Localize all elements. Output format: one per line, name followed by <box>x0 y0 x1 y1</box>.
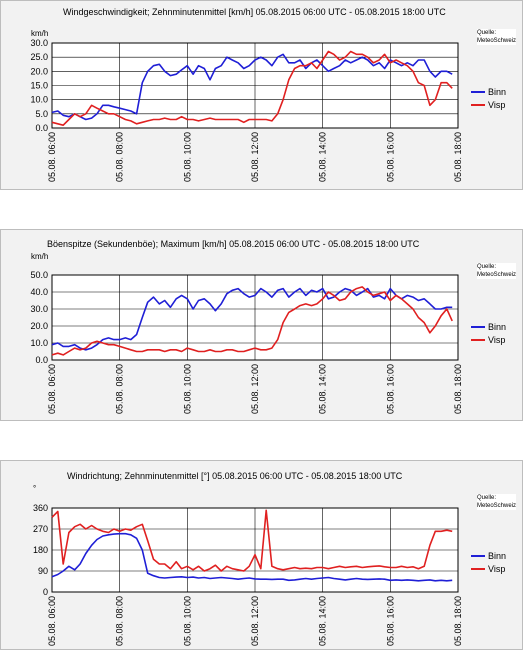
wind-direction-chart: 360 270 180 90 005.08. 06:00 05.08. 08:00 05.0… <box>33 503 463 646</box>
chart-panel-wind-direction: Windrichtung; Zehnminutenmittel [°] 05.0… <box>0 460 523 650</box>
source-box: Quelle: MeteoSchweiz <box>477 263 517 279</box>
x-tick-label: 05.08. 18:00 <box>453 132 463 182</box>
x-tick-label: 05.08. 06:00 <box>47 596 57 646</box>
x-tick-label: 05.08. 14:00 <box>318 364 328 414</box>
y-tick-label: 20.0 <box>30 321 48 331</box>
chart-title: Windrichtung; Zehnminutenmittel [°] 05.0… <box>67 471 403 481</box>
chart-panel-gust: Böenspitze (Sekundenböe); Maximum [km/h]… <box>0 229 523 421</box>
y-tick-label: 20.0 <box>30 66 48 76</box>
y-tick-label: 360 <box>33 503 48 513</box>
legend-swatch-visp <box>471 567 485 570</box>
y-tick-label: 5.0 <box>35 109 48 119</box>
series-line-visp <box>51 286 453 356</box>
y-axis-unit: km/h <box>31 252 49 261</box>
y-tick-label: 10.0 <box>30 95 48 105</box>
legend-swatch-binn <box>471 554 485 557</box>
x-tick-label: 05.08. 16:00 <box>385 364 395 414</box>
legend-swatch-binn <box>471 325 485 328</box>
series-line-binn <box>51 53 453 121</box>
source-box: Quelle: MeteoSchweiz <box>477 494 517 510</box>
legend-label-binn: Binn <box>488 86 507 97</box>
x-tick-label: 05.08. 18:00 <box>453 596 463 646</box>
gust-chart: 50.0 40.0 30.0 20.0 10.0 0.005.08. 06:00 05.08… <box>30 270 463 414</box>
x-tick-label: 05.08. 16:00 <box>385 132 395 182</box>
legend-item-binn: Binn <box>471 85 506 98</box>
legend-label-visp: Visp <box>488 563 506 574</box>
x-tick-label: 05.08. 18:00 <box>453 364 463 414</box>
x-tick-label: 05.08. 10:00 <box>182 596 192 646</box>
legend-swatch-visp <box>471 103 485 106</box>
x-tick-label: 05.08. 12:00 <box>250 132 260 182</box>
y-tick-label: 0.0 <box>35 355 48 365</box>
x-tick-label: 05.08. 10:00 <box>182 364 192 414</box>
x-tick-label: 05.08. 12:00 <box>250 364 260 414</box>
series-line-binn <box>51 532 453 582</box>
x-tick-label: 05.08. 08:00 <box>115 596 125 646</box>
y-tick-label: 30.0 <box>30 304 48 314</box>
y-tick-label: 0 <box>43 587 48 597</box>
series-line-binn <box>51 287 453 351</box>
legend: Binn Visp <box>471 85 506 111</box>
legend-item-binn: Binn <box>471 320 506 333</box>
series-line-visp <box>51 509 453 572</box>
legend-label-visp: Visp <box>488 99 506 110</box>
x-tick-label: 05.08. 06:00 <box>47 364 57 414</box>
legend-swatch-visp <box>471 338 485 341</box>
y-tick-label: 15.0 <box>30 81 48 91</box>
y-tick-label: 10.0 <box>30 338 48 348</box>
x-tick-label: 05.08. 12:00 <box>250 596 260 646</box>
legend-item-visp: Visp <box>471 562 506 575</box>
x-tick-label: 05.08. 08:00 <box>115 132 125 182</box>
x-tick-label: 05.08. 08:00 <box>115 364 125 414</box>
legend-item-visp: Visp <box>471 98 506 111</box>
legend: Binn Visp <box>471 320 506 346</box>
legend-label-binn: Binn <box>488 550 507 561</box>
wind-speed-chart: 30.0 25.0 20.0 15.0 10.0 5.0 0.005.08. 06:00 05… <box>30 38 463 182</box>
source-label: Quelle: <box>477 264 497 270</box>
chart-title: Böenspitze (Sekundenböe); Maximum [km/h]… <box>47 239 420 249</box>
y-axis-unit: ° <box>33 484 37 493</box>
y-tick-label: 25.0 <box>30 52 48 62</box>
legend-label-binn: Binn <box>488 321 507 332</box>
legend-swatch-binn <box>471 90 485 93</box>
source-name: MeteoSchweiz <box>477 38 517 44</box>
chart-panel-wind-speed: Windgeschwindigkeit; Zehnminutenmittel [… <box>0 0 523 190</box>
x-tick-label: 05.08. 06:00 <box>47 132 57 182</box>
y-tick-label: 40.0 <box>30 287 48 297</box>
source-name: MeteoSchweiz <box>477 272 517 278</box>
source-label: Quelle: <box>477 30 497 36</box>
x-tick-label: 05.08. 10:00 <box>182 132 192 182</box>
y-tick-label: 50.0 <box>30 270 48 280</box>
y-tick-label: 30.0 <box>30 38 48 48</box>
y-tick-label: 180 <box>33 545 48 555</box>
x-tick-label: 05.08. 14:00 <box>318 596 328 646</box>
y-tick-label: 90 <box>38 566 48 576</box>
legend-item-visp: Visp <box>471 333 506 346</box>
x-tick-label: 05.08. 14:00 <box>318 132 328 182</box>
source-label: Quelle: <box>477 495 497 501</box>
x-tick-label: 05.08. 16:00 <box>385 596 395 646</box>
source-name: MeteoSchweiz <box>477 503 517 509</box>
y-tick-label: 0.0 <box>35 123 48 133</box>
y-axis-unit: km/h <box>31 29 49 38</box>
legend: Binn Visp <box>471 549 506 575</box>
y-tick-label: 270 <box>33 524 48 534</box>
series-line-visp <box>51 50 453 126</box>
chart-title: Windgeschwindigkeit; Zehnminutenmittel [… <box>63 7 446 17</box>
source-box: Quelle: MeteoSchweiz <box>477 29 517 45</box>
legend-label-visp: Visp <box>488 334 506 345</box>
legend-item-binn: Binn <box>471 549 506 562</box>
